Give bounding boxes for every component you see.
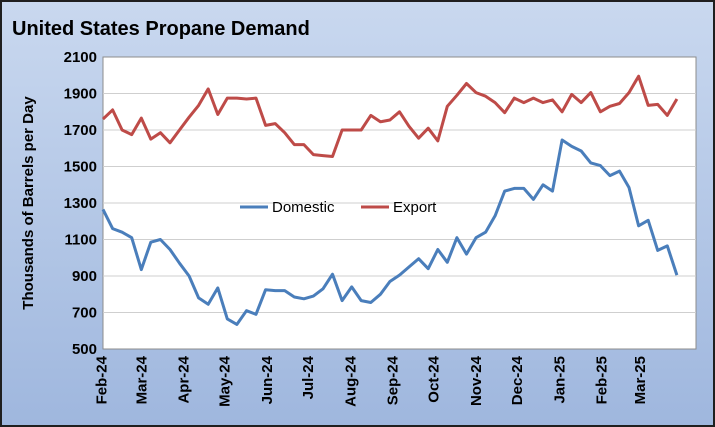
- x-tick-label: Apr-24: [176, 355, 193, 403]
- y-tick-label: 1500: [64, 159, 97, 176]
- series-line-export: [101, 74, 679, 158]
- y-axis-label: Thousands of Barrels per Day: [20, 96, 37, 310]
- x-tick-label: May-24: [217, 355, 234, 407]
- y-tick-label: 1300: [64, 195, 97, 212]
- x-tick-label: Jun-24: [259, 355, 276, 404]
- x-tick-label: Jan-25: [551, 356, 568, 404]
- x-tick-label: Dec-24: [509, 355, 526, 405]
- x-tick-label: Feb-25: [594, 356, 611, 404]
- x-tick-label: Mar-25: [632, 356, 649, 404]
- x-tick-label: Jul-24: [300, 355, 317, 399]
- legend-label-domestic: Domestic: [272, 199, 335, 216]
- x-tick-label: Oct-24: [426, 355, 443, 402]
- series-line-domestic: [101, 138, 679, 326]
- x-tick-label: Aug-24: [342, 355, 359, 406]
- y-tick-label: 900: [72, 268, 97, 285]
- y-tick-label: 700: [72, 305, 97, 322]
- x-tick-label: Mar-24: [133, 355, 150, 404]
- y-tick-label: 1100: [64, 232, 97, 249]
- y-tick-label: 2100: [64, 49, 97, 66]
- x-tick-label: Nov-24: [468, 355, 485, 406]
- x-tick-label: Feb-24: [94, 355, 111, 404]
- chart-title: United States Propane Demand: [12, 18, 310, 40]
- legend-label-export: Export: [393, 199, 437, 216]
- y-tick-label: 1900: [64, 86, 97, 103]
- x-tick-label: Sep-24: [385, 355, 402, 405]
- y-tick-label: 1700: [64, 122, 97, 139]
- y-tick-label: 500: [72, 341, 97, 358]
